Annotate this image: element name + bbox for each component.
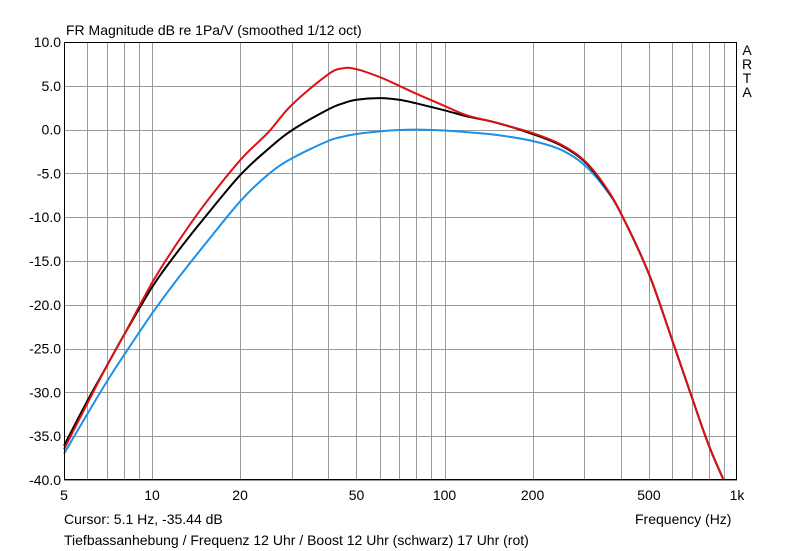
y-tick-label: -5.0 [37,165,61,181]
x-tick-label: 500 [637,487,661,503]
series-line-black [63,97,725,481]
series-layer [63,66,725,481]
tick-layer: 10.0 5.0 0.0 -5.0 -10.0 -15.0 -20.0 -25.0 -30.0 -… [29,34,745,503]
chart-title: FR Magnitude dB re 1Pa/V (smoothed 1/12 … [66,22,362,38]
y-tick-label: 5.0 [42,78,62,94]
series-line-blue [63,128,725,481]
plot-frame [64,42,737,480]
side-letter: T [742,70,752,86]
cursor-readout: Cursor: 5.1 Hz, -35.44 dB [64,511,223,527]
y-tick-label: -10.0 [29,209,61,225]
x-tick-label: 5 [60,487,68,503]
y-tick-label: -40.0 [29,472,61,488]
x-tick-label: 1k [730,487,746,503]
x-axis-label: Frequency (Hz) [635,511,732,527]
y-tick-label: -20.0 [29,297,61,313]
x-tick-label: 50 [349,487,365,503]
y-tick-label: -15.0 [29,253,61,269]
x-tick-label: 100 [433,487,457,503]
chart-caption: Tiefbassanhebung / Frequenz 12 Uhr / Boo… [64,532,529,548]
side-letter: A [742,84,752,100]
y-tick-label: -25.0 [29,341,61,357]
x-tick-label: 10 [144,487,160,503]
y-tick-label: -35.0 [29,428,61,444]
series-line-red [63,66,725,481]
x-tick-label: 200 [521,487,545,503]
side-letter: R [741,56,753,72]
y-tick-label: -30.0 [29,384,61,400]
x-tick-label: 20 [232,487,248,503]
y-tick-label: 0.0 [42,122,62,138]
arta-side-label: A R T A [741,43,753,99]
y-tick-label: 10.0 [34,34,61,50]
side-letter: A [742,42,752,58]
